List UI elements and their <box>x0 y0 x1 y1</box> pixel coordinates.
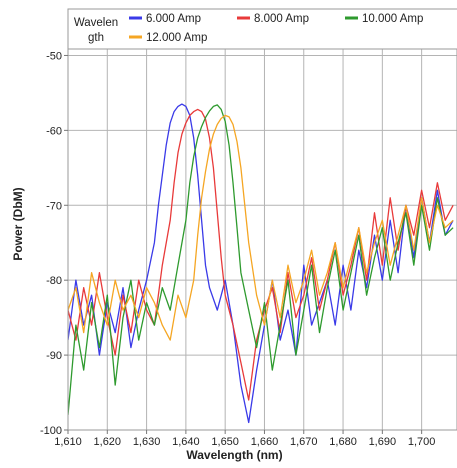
x-tick-label: 1,620 <box>94 436 122 448</box>
y-axis-ticks: -100 -90 -80 -70 -60 -50 <box>40 50 68 437</box>
y-tick-label: -50 <box>46 50 62 62</box>
x-tick-label: 1,640 <box>172 436 200 448</box>
legend-title-line-1: Wavelen <box>74 17 118 29</box>
legend: Wavelen gth 6.000 Amp 8.000 Amp 10.000 Amp… <box>67 8 457 50</box>
legend-label-3: 10.000 Amp <box>362 13 423 25</box>
x-tick-label: 1,670 <box>290 436 318 448</box>
x-tick-label: 1,660 <box>251 436 279 448</box>
x-tick-label: 1,650 <box>211 436 239 448</box>
legend-box <box>67 8 457 50</box>
y-tick-label: -60 <box>46 125 62 137</box>
y-tick-label: -90 <box>46 350 62 362</box>
legend-label-4: 12.000 Amp <box>146 32 207 44</box>
x-tick-label: 1,690 <box>369 436 397 448</box>
y-axis-title: Power (DbM) <box>11 187 25 260</box>
x-axis-ticks: 1,610 1,620 1,630 1,640 1,650 1,660 1,670 1,680… <box>54 430 435 448</box>
x-axis-title: Wavelength (nm) <box>186 448 282 462</box>
y-tick-label: -70 <box>46 200 62 212</box>
series-line-3 <box>68 104 454 416</box>
y-tick-label: -80 <box>46 275 62 287</box>
x-tick-label: 1,680 <box>329 436 357 448</box>
y-tick-label: -100 <box>40 425 62 437</box>
x-tick-label: 1,610 <box>54 436 82 448</box>
series-line-2 <box>68 108 454 401</box>
legend-label-1: 6.000 Amp <box>146 13 201 25</box>
x-tick-label: 1,700 <box>408 436 436 448</box>
x-tick-label: 1,630 <box>133 436 161 448</box>
legend-title-line-2: gth <box>88 32 104 44</box>
series-line-4 <box>68 114 454 341</box>
legend-label-2: 8.000 Amp <box>254 13 309 25</box>
series-lines <box>68 103 454 424</box>
